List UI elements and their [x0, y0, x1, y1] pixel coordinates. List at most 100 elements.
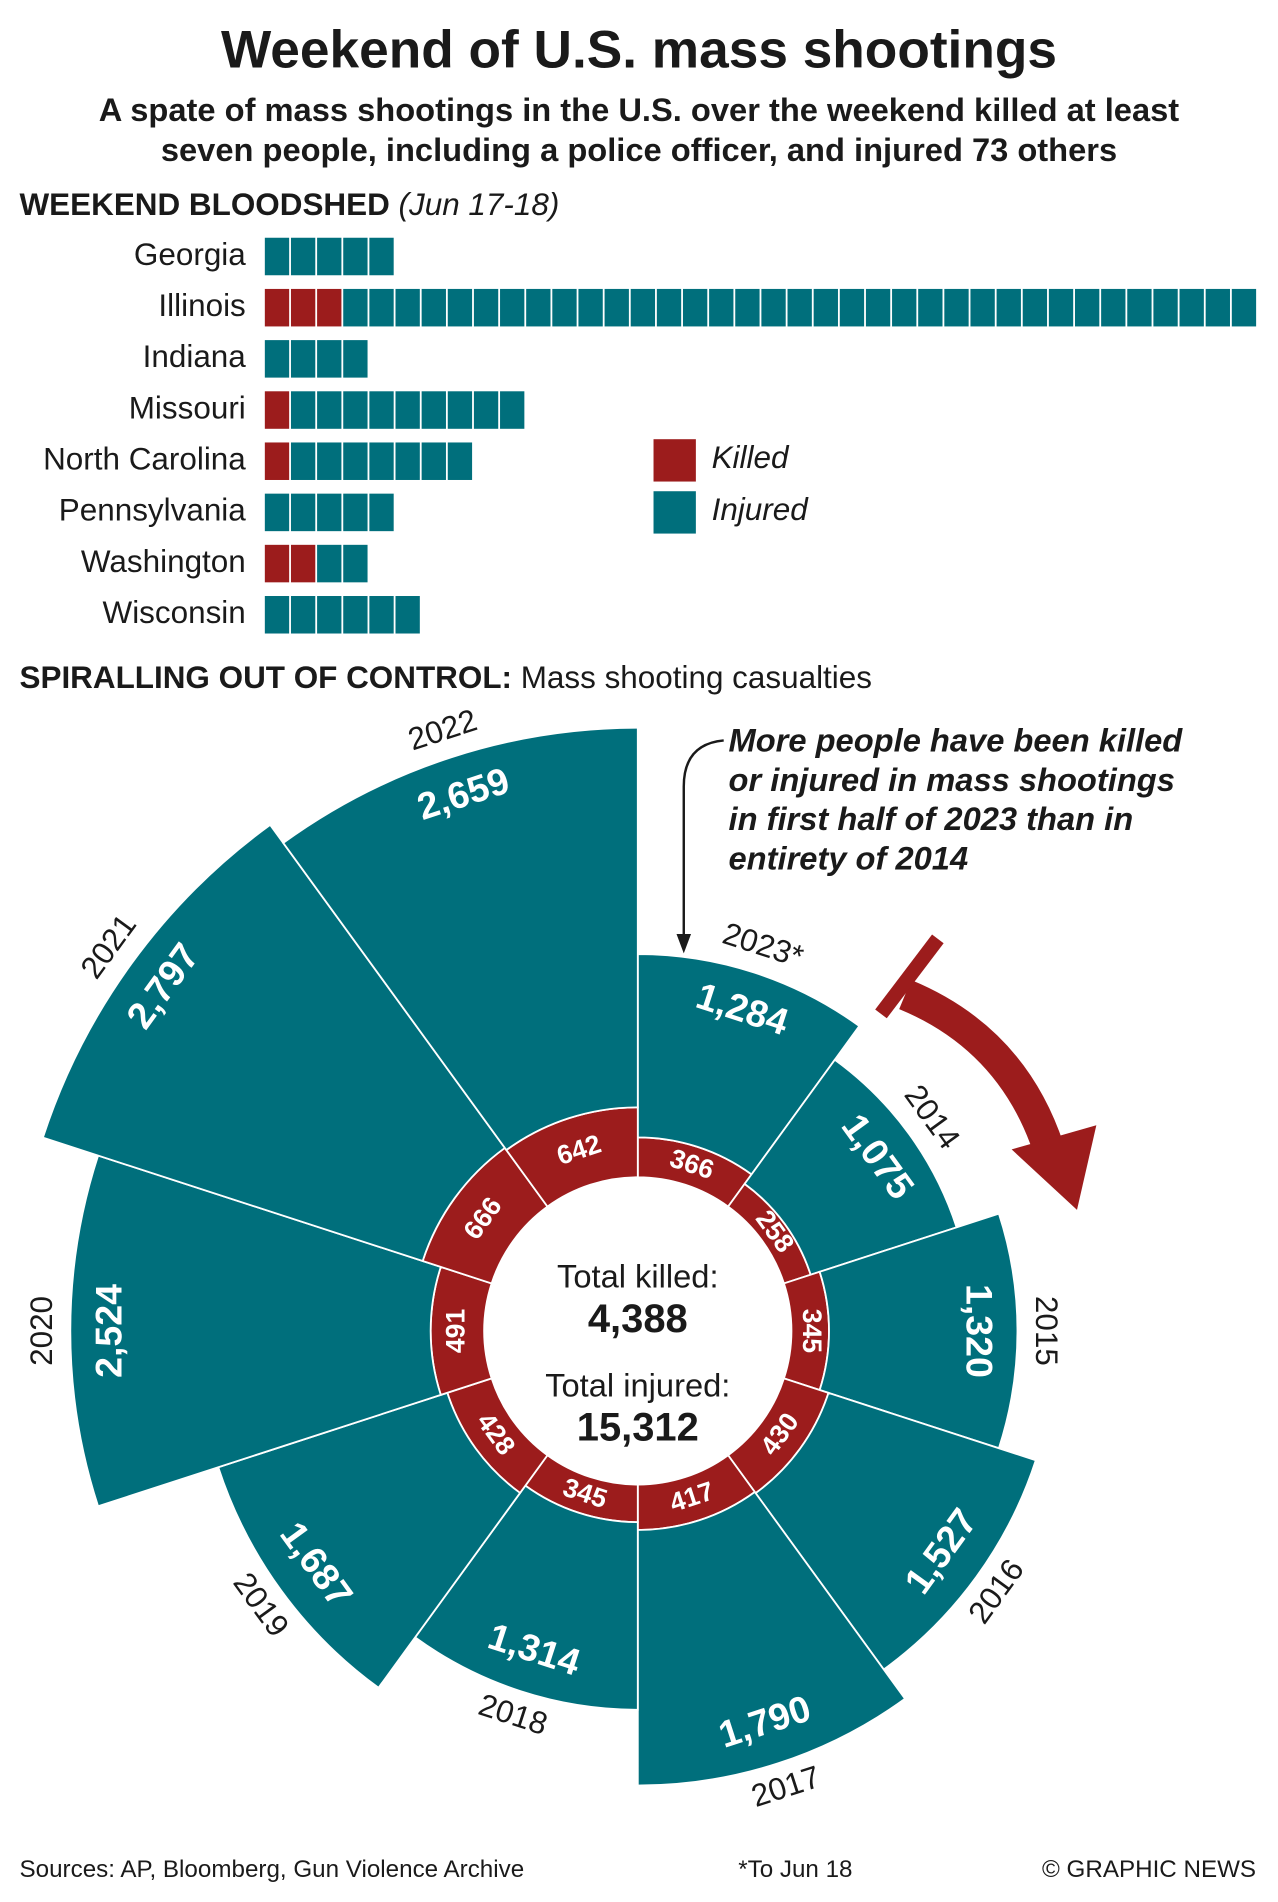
- direction-arrow-tail: [875, 934, 944, 1019]
- unit-square: [735, 288, 760, 327]
- section-subtitle: (Jun 17-18): [399, 187, 560, 222]
- unit-square: [395, 288, 420, 327]
- unit-square: [264, 493, 290, 532]
- unit-square: [290, 237, 316, 276]
- unit-square: [343, 596, 368, 634]
- unit-square: [918, 288, 943, 327]
- unit-square: [473, 288, 499, 327]
- subtitle: seven people, including a police officer…: [161, 131, 1117, 168]
- section-subtitle: Mass shooting casualties: [521, 660, 872, 695]
- unit-square: [369, 391, 394, 429]
- unit-square: [317, 391, 342, 429]
- category-label: Missouri: [129, 390, 246, 425]
- unit-square: [343, 340, 368, 378]
- section-title: SPIRALLING OUT OF CONTROL:: [20, 660, 513, 695]
- unit-square: [395, 596, 420, 634]
- unit-square: [264, 596, 290, 634]
- unit-square: [447, 442, 473, 480]
- unit-square: [682, 288, 708, 327]
- injured-sector: [41, 823, 507, 1263]
- injured-sector: [754, 1391, 1037, 1671]
- unit-square: [526, 288, 551, 327]
- unit-square: [473, 391, 499, 429]
- unit-square: [369, 442, 394, 480]
- injured-sector: [281, 726, 639, 1152]
- unit-square: [944, 288, 969, 327]
- injured-sector: [636, 953, 861, 1176]
- unit-square: [343, 544, 368, 583]
- killed-label: 345: [797, 1309, 827, 1354]
- unit-square: [290, 391, 316, 429]
- year-label: 2020: [24, 1296, 59, 1366]
- unit-square: [1127, 288, 1152, 327]
- unit-square: [1179, 288, 1204, 327]
- killed-label: 491: [440, 1309, 470, 1354]
- title: Weekend of U.S. mass shootings: [221, 20, 1057, 79]
- unit-square: [343, 288, 368, 327]
- unit-square: [578, 288, 603, 327]
- footnote: *To Jun 18: [738, 1856, 852, 1883]
- injured-label: 1,320: [958, 1284, 1000, 1378]
- unit-square: [1022, 288, 1048, 327]
- unit-square: [787, 288, 812, 327]
- legend-swatch: [653, 439, 696, 482]
- annotation: in first half of 2023 than in: [729, 800, 1134, 837]
- category-label: Indiana: [143, 339, 247, 374]
- unit-square: [317, 442, 342, 480]
- unit-square: [369, 596, 394, 634]
- unit-square: [290, 442, 316, 480]
- unit-square: [1101, 288, 1126, 327]
- unit-square: [395, 442, 420, 480]
- legend-label: Killed: [712, 440, 790, 475]
- unit-square: [1205, 288, 1230, 327]
- annotation: or injured in mass shootings: [729, 761, 1175, 798]
- category-label: Illinois: [158, 288, 245, 323]
- unit-square: [761, 288, 786, 327]
- unit-square: [839, 288, 865, 327]
- unit-square: [630, 288, 656, 327]
- unit-square: [290, 544, 316, 583]
- unit-square: [317, 493, 342, 532]
- credit: © GRAPHIC NEWS: [1042, 1856, 1256, 1883]
- injured-label: 2,524: [87, 1284, 129, 1378]
- year-label: 2022: [404, 702, 481, 757]
- category-label: Georgia: [134, 237, 246, 272]
- unit-square: [264, 340, 290, 378]
- unit-square: [1048, 288, 1074, 327]
- section-header: SPIRALLING OUT OF CONTROL: Mass shooting…: [20, 660, 872, 695]
- unit-square: [395, 391, 420, 429]
- unit-square: [290, 340, 316, 378]
- annotation-arrow: [682, 739, 724, 938]
- unit-square: [317, 544, 342, 583]
- subtitle: A spate of mass shootings in the U.S. ov…: [99, 91, 1179, 128]
- unit-square: [317, 237, 342, 276]
- unit-square: [317, 596, 342, 634]
- unit-square: [813, 288, 838, 327]
- unit-square: [552, 288, 577, 327]
- unit-square: [970, 288, 995, 327]
- unit-square: [421, 391, 446, 429]
- unit-square: [264, 288, 290, 327]
- center-total: 15,312: [577, 1406, 699, 1450]
- category-label: Washington: [81, 544, 246, 579]
- annotation: More people have been killed: [729, 722, 1184, 759]
- unit-square: [1231, 288, 1257, 327]
- unit-square: [343, 237, 368, 276]
- unit-square: [264, 237, 290, 276]
- unit-square: [1074, 288, 1100, 327]
- section-title: WEEKEND BLOODSHED: [20, 187, 390, 222]
- unit-square: [656, 288, 682, 327]
- center-circle: [484, 1177, 792, 1485]
- center-text: Total killed:: [557, 1258, 719, 1295]
- direction-arrowhead: [1011, 1125, 1097, 1210]
- category-label: Pennsylvania: [59, 493, 247, 528]
- unit-square: [604, 288, 629, 327]
- injured-sector: [217, 1391, 522, 1690]
- category-label: Wisconsin: [103, 595, 246, 630]
- injured-sector: [69, 1154, 442, 1508]
- unit-square: [447, 391, 473, 429]
- sources: Sources: AP, Bloomberg, Gun Violence Arc…: [20, 1856, 525, 1883]
- unit-square: [317, 288, 342, 327]
